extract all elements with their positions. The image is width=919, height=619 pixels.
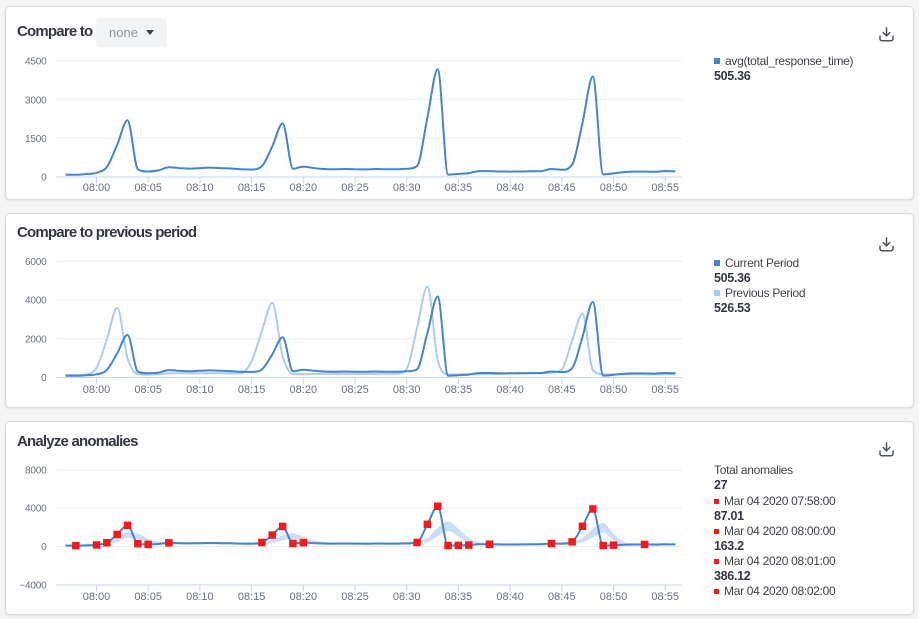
svg-text:08:30: 08:30 xyxy=(393,384,421,396)
svg-text:3000: 3000 xyxy=(25,95,47,106)
svg-text:08:10: 08:10 xyxy=(186,591,214,603)
svg-text:08:25: 08:25 xyxy=(341,182,369,194)
svg-text:08:00: 08:00 xyxy=(83,182,111,194)
svg-text:08:10: 08:10 xyxy=(186,384,214,396)
svg-text:08:20: 08:20 xyxy=(290,182,318,194)
svg-text:6000: 6000 xyxy=(25,257,47,268)
svg-text:08:45: 08:45 xyxy=(548,591,576,603)
svg-text:08:10: 08:10 xyxy=(186,182,214,194)
svg-text:08:25: 08:25 xyxy=(341,591,369,603)
svg-text:08:15: 08:15 xyxy=(238,182,266,194)
svg-text:08:25: 08:25 xyxy=(341,384,369,396)
svg-text:08:05: 08:05 xyxy=(134,384,162,396)
svg-text:08:40: 08:40 xyxy=(496,182,524,194)
svg-text:2000: 2000 xyxy=(25,335,47,346)
svg-text:08:55: 08:55 xyxy=(651,384,679,396)
svg-text:08:45: 08:45 xyxy=(548,384,576,396)
svg-text:08:55: 08:55 xyxy=(651,591,679,603)
svg-text:08:45: 08:45 xyxy=(548,182,576,194)
svg-text:0: 0 xyxy=(41,173,47,184)
svg-text:08:00: 08:00 xyxy=(83,384,111,396)
svg-text:8000: 8000 xyxy=(25,466,47,477)
svg-text:0: 0 xyxy=(41,542,47,553)
svg-text:4000: 4000 xyxy=(25,504,47,515)
svg-text:08:35: 08:35 xyxy=(445,384,473,396)
svg-text:08:40: 08:40 xyxy=(496,591,524,603)
svg-text:08:40: 08:40 xyxy=(496,384,524,396)
svg-text:08:05: 08:05 xyxy=(134,182,162,194)
svg-text:08:35: 08:35 xyxy=(445,591,473,603)
svg-text:08:20: 08:20 xyxy=(290,384,318,396)
svg-text:08:30: 08:30 xyxy=(393,591,421,603)
svg-text:0: 0 xyxy=(41,373,47,384)
svg-text:08:20: 08:20 xyxy=(290,591,318,603)
svg-text:4000: 4000 xyxy=(25,296,47,307)
svg-text:08:00: 08:00 xyxy=(83,591,111,603)
svg-text:08:15: 08:15 xyxy=(238,384,266,396)
svg-text:−4000: −4000 xyxy=(19,581,47,592)
svg-text:08:35: 08:35 xyxy=(445,182,473,194)
svg-text:1500: 1500 xyxy=(25,134,47,145)
svg-text:08:15: 08:15 xyxy=(238,591,266,603)
svg-text:08:55: 08:55 xyxy=(651,182,679,194)
svg-text:08:50: 08:50 xyxy=(600,384,628,396)
svg-text:4500: 4500 xyxy=(25,57,47,68)
svg-text:08:30: 08:30 xyxy=(393,182,421,194)
svg-text:08:50: 08:50 xyxy=(600,182,628,194)
svg-text:08:05: 08:05 xyxy=(134,591,162,603)
svg-text:08:50: 08:50 xyxy=(600,591,628,603)
